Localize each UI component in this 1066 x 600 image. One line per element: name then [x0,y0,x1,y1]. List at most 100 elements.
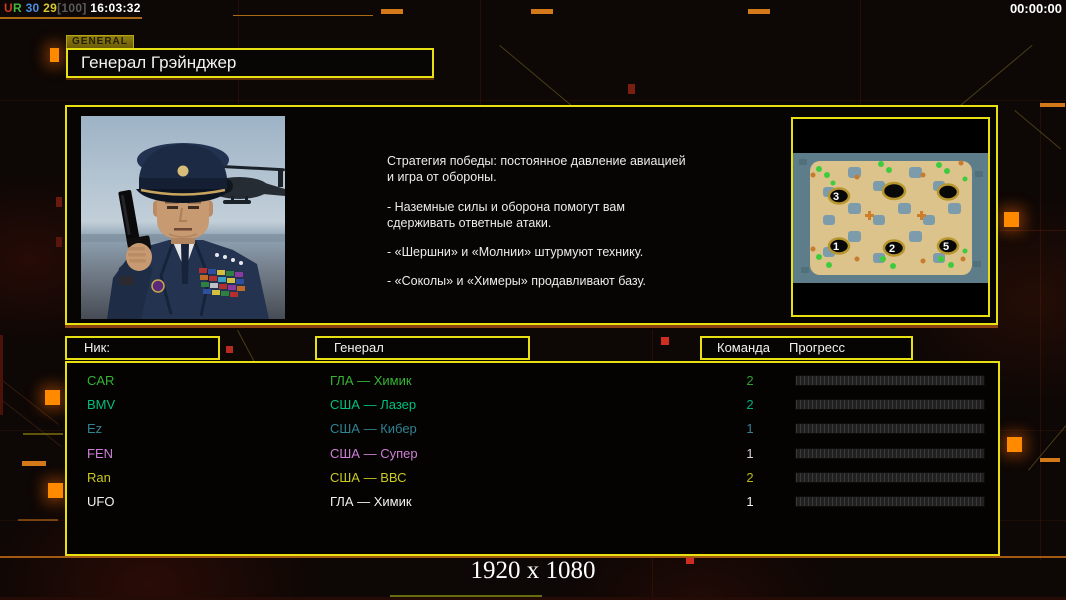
bg-red-square [661,337,669,345]
bg-red-square [686,556,694,564]
player-team: 2 [746,396,754,412]
column-header-label: Команда [717,340,770,355]
player-load-progress-bar [795,496,985,508]
resolution-label: 1920 x 1080 [470,557,596,584]
minimap-dots [810,160,966,264]
purple-heart-medal [151,279,165,293]
column-header-label: Генерал [334,340,384,355]
column-header-nick: Ник: [65,336,220,360]
bg-accent-dash [1040,458,1060,462]
game-timer: 00:00:00 [1009,1,1062,16]
map-preview: 3 1 2 5 [791,117,990,317]
minimap-resources [816,161,968,269]
footer-divider [0,556,1066,558]
bg-accent-line [390,595,542,597]
start-position-label: 1 [833,241,839,253]
strategy-paragraph: - «Соколы» и «Химеры» продавливают базу. [387,274,646,289]
bg-red-square [56,237,62,247]
bg-diagonal-line [0,398,62,447]
stat-segment: 16:03:32 [86,1,141,15]
player-general: ГЛА — Химик [330,494,412,510]
player-row: FEN США — Супер 1 [67,441,998,465]
column-header-general: Генерал [315,336,530,360]
player-nick: BMV [87,396,116,412]
player-row: CAR ГЛА — Химик 2 [67,368,998,392]
stat-segment: 29 [39,1,58,15]
general-title-box: Генерал Грэйнджер [66,48,434,78]
stat-segment: 30 [21,1,40,15]
player-general: США — Супер [330,445,418,461]
bg-line [480,0,481,105]
general-portrait-illustration [81,116,285,319]
minimap-start-positions: 3 1 2 5 [827,181,960,257]
player-load-progress-bar [795,374,985,386]
player-row: Ran США — ВВС 2 [67,465,998,489]
strategy-paragraph: - «Шершни» и «Молнии» штурмуют технику. [387,245,644,259]
strategy-text: Стратегия победы: постоянное давление ав… [387,153,722,303]
bg-glow-square [1007,437,1022,452]
tab-general: GENERAL [66,35,134,48]
start-position-label: 2 [889,243,895,255]
player-nick: UFO [87,494,115,510]
player-load-progress-bar [795,423,985,435]
bg-red-square [56,197,62,207]
minimap-structures [823,167,961,263]
players-table: CAR ГЛА — Химик 2 BMV США — Лазер 2 Ez С… [65,361,1000,556]
bg-accent-dash [23,433,63,435]
player-general: США — Лазер [330,396,417,412]
page-title: Генерал Грэйнджер [81,53,237,72]
stat-segment: U [4,1,13,15]
officer-cap [136,143,230,203]
bg-accent-dash [748,9,770,14]
bg-glow-square [48,483,63,498]
bg-accent-dash [1040,103,1065,107]
bg-line [860,0,861,105]
player-general: ГЛА — Химик [330,372,412,388]
bg-line [1040,100,1041,560]
bg-glow-square [45,390,60,405]
bg-accent-line [233,15,373,16]
stat-segment: [100] [57,1,87,15]
column-header-team-progress: Команда Прогресс [700,336,913,360]
player-general: США — Кибер [330,421,417,437]
general-portrait [81,116,285,319]
bg-accent-dash [22,461,46,466]
bg-diagonal-line [1014,110,1061,150]
player-team: 2 [746,469,754,485]
bg-line [1000,230,1066,231]
bg-red-square [628,84,635,94]
start-position-label: 3 [833,191,839,203]
minimap-center-markers [865,211,926,220]
medal-ribbons [199,268,245,297]
bg-glow-square [50,48,59,62]
bg-accent-dash [381,9,403,14]
player-nick: Ez [87,421,103,437]
rank-stars [215,253,243,265]
general-info-panel: Стратегия победы: постоянное давление ав… [65,105,998,325]
player-team: 2 [746,372,754,388]
minimap-illustration: 3 1 2 5 [793,119,988,315]
bg-accent-dash [531,9,553,14]
start-position-label: 5 [943,241,949,253]
player-general: США — ВВС [330,469,407,485]
bg-accent-line [0,17,142,19]
player-load-progress-bar [795,447,985,459]
player-nick: FEN [87,445,113,461]
player-nick: Ran [87,469,111,485]
column-header-label: Ник: [84,340,110,355]
player-row: UFO ГЛА — Химик 1 [67,489,998,513]
stat-segment: R [12,1,22,15]
player-stats-bar: UR 30 29[100] 16:03:32 [4,1,141,15]
column-header-label: Прогресс [788,340,845,355]
bg-red-square [226,346,233,353]
bg-red-square [0,335,3,415]
strategy-paragraph: Стратегия победы: постоянное давление ав… [387,154,686,185]
bg-accent-dash [18,519,58,521]
player-nick: CAR [87,372,115,388]
bg-accent-line [0,597,1066,600]
player-team: 1 [746,494,754,510]
bg-glow-square [1004,212,1019,227]
player-load-progress-bar [795,398,985,410]
player-team: 1 [746,445,754,461]
